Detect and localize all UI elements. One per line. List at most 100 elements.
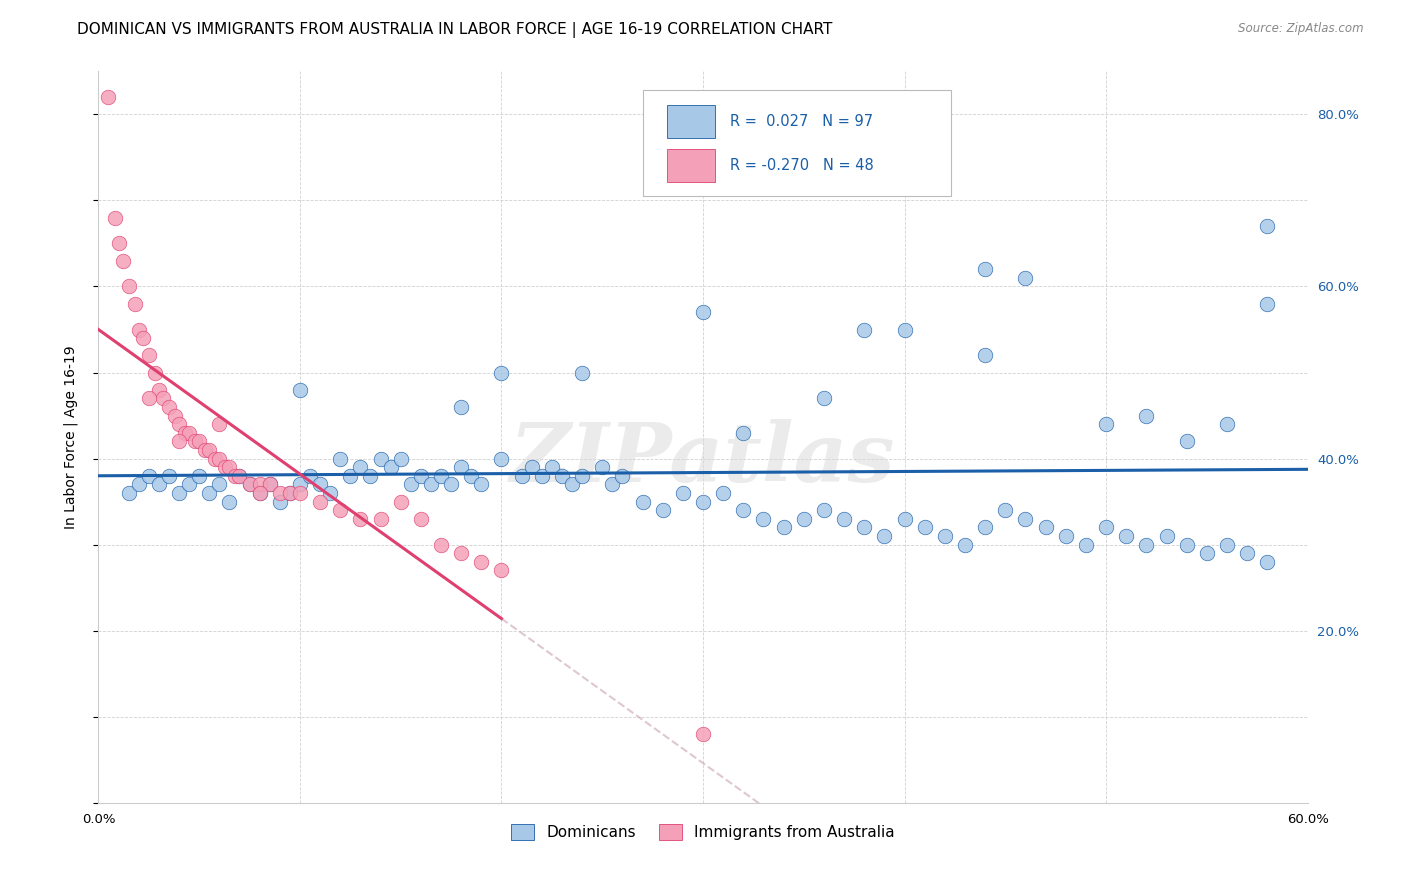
Point (672, 486, 695, 500)
Point (450, 460, 472, 475)
Point (157, 468, 180, 483)
Point (692, 305, 714, 319)
Legend: Dominicans, Immigrants from Australia: Dominicans, Immigrants from Australia (505, 818, 901, 847)
Point (733, 425, 755, 440)
Point (1135, 538, 1157, 552)
Point (118, 486, 141, 500)
Point (208, 417, 231, 432)
Point (208, 451, 231, 466)
Point (184, 434, 207, 449)
Point (309, 477, 332, 491)
Point (389, 494, 412, 508)
Point (224, 468, 246, 483)
Point (218, 494, 240, 508)
Text: R =  0.027   N = 97: R = 0.027 N = 97 (730, 114, 873, 128)
Y-axis label: In Labor Force | Age 16-19: In Labor Force | Age 16-19 (63, 345, 77, 529)
Point (409, 512, 432, 526)
Point (561, 477, 583, 491)
FancyBboxPatch shape (643, 90, 950, 195)
Point (269, 494, 291, 508)
Point (651, 503, 673, 517)
Point (692, 494, 714, 508)
Point (128, 477, 150, 491)
Point (602, 477, 624, 491)
Point (631, 494, 654, 508)
Point (138, 468, 160, 483)
Point (148, 383, 170, 397)
Point (360, 468, 382, 483)
Point (752, 512, 775, 526)
Point (470, 555, 492, 569)
Point (214, 460, 236, 475)
Point (733, 503, 755, 517)
Point (1095, 520, 1118, 534)
Point (1236, 546, 1258, 560)
Point (953, 538, 976, 552)
Text: R = -0.270   N = 48: R = -0.270 N = 48 (730, 158, 873, 173)
Point (793, 512, 815, 526)
FancyBboxPatch shape (666, 105, 716, 137)
Point (152, 392, 174, 406)
Point (1095, 417, 1118, 432)
Point (1175, 538, 1198, 552)
Point (288, 383, 311, 397)
Point (893, 322, 915, 336)
Point (107, 236, 129, 251)
Text: DOMINICAN VS IMMIGRANTS FROM AUSTRALIA IN LABOR FORCE | AGE 16-19 CORRELATION CH: DOMINICAN VS IMMIGRANTS FROM AUSTRALIA I… (77, 22, 832, 38)
Point (103, 211, 125, 225)
Point (174, 425, 197, 440)
Point (349, 512, 371, 526)
Point (551, 468, 574, 483)
Point (128, 322, 150, 336)
Point (460, 468, 482, 483)
Point (853, 520, 876, 534)
Point (399, 477, 422, 491)
Point (491, 564, 513, 578)
Point (692, 727, 714, 741)
Point (409, 468, 432, 483)
Point (228, 468, 250, 483)
Point (167, 434, 190, 449)
Point (179, 477, 201, 491)
Point (893, 512, 915, 526)
Point (389, 451, 412, 466)
Point (853, 322, 876, 336)
Point (132, 331, 155, 345)
Point (1256, 219, 1278, 234)
Point (370, 512, 392, 526)
Point (571, 366, 593, 380)
Point (772, 520, 794, 534)
FancyBboxPatch shape (666, 149, 716, 182)
Point (1035, 520, 1057, 534)
Point (510, 468, 533, 483)
Point (204, 451, 226, 466)
Point (188, 434, 211, 449)
Point (450, 546, 472, 560)
Point (491, 451, 513, 466)
Point (167, 417, 190, 432)
Point (259, 477, 281, 491)
Point (1256, 555, 1278, 569)
Point (530, 468, 553, 483)
Point (259, 477, 281, 491)
Point (339, 468, 361, 483)
Point (194, 442, 217, 457)
Point (249, 486, 271, 500)
Point (148, 477, 170, 491)
Point (143, 366, 166, 380)
Point (1074, 538, 1097, 552)
Point (138, 348, 160, 362)
Point (1014, 271, 1036, 285)
Point (167, 486, 190, 500)
Point (420, 477, 443, 491)
Point (974, 348, 997, 362)
Point (239, 477, 262, 491)
Point (111, 253, 134, 268)
Point (208, 477, 231, 491)
Point (278, 486, 301, 500)
Point (1115, 529, 1137, 543)
Point (329, 503, 352, 517)
Point (380, 460, 402, 475)
Point (591, 460, 613, 475)
Point (239, 477, 262, 491)
